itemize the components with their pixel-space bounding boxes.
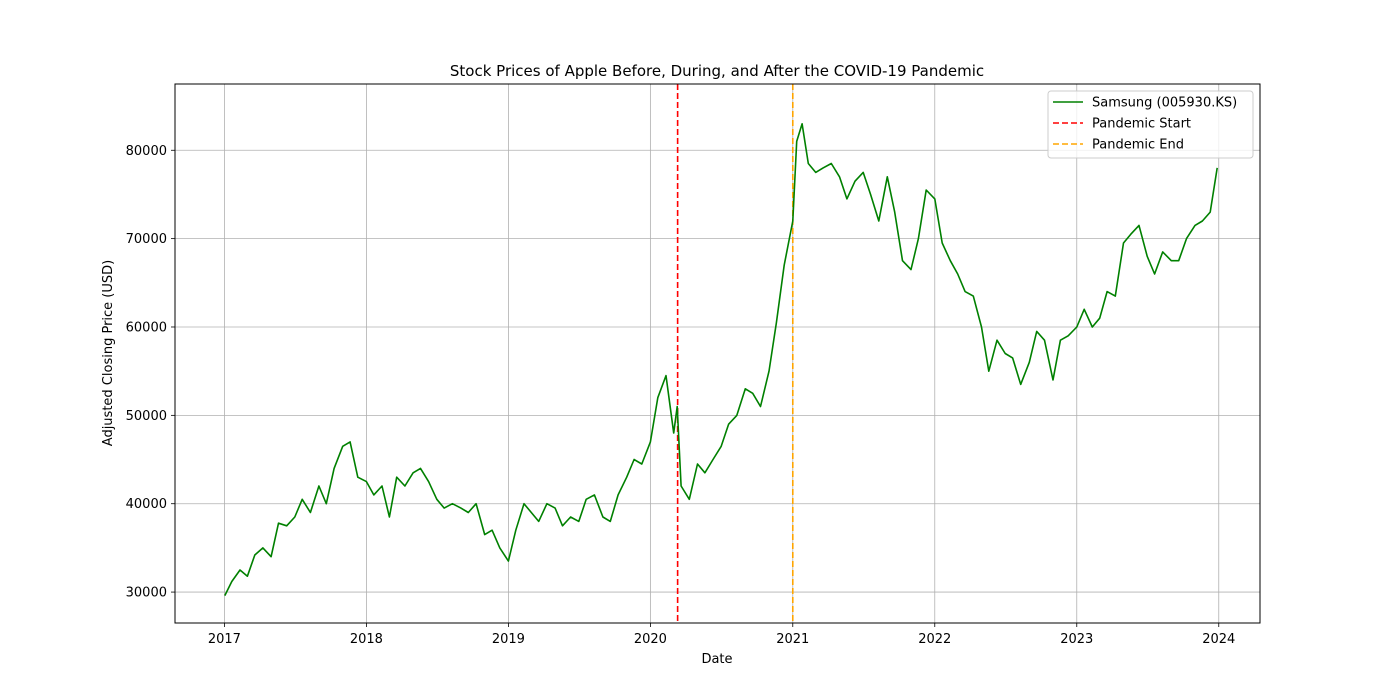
x-tick-label: 2017 bbox=[208, 632, 241, 647]
x-tick-label: 2024 bbox=[1202, 632, 1235, 647]
x-axis-label: Date bbox=[701, 652, 732, 667]
y-tick-label: 30000 bbox=[126, 586, 167, 601]
x-tick-label: 2023 bbox=[1060, 632, 1093, 647]
x-tick-label: 2019 bbox=[492, 632, 525, 647]
y-tick-label: 70000 bbox=[126, 232, 167, 247]
legend-box bbox=[1047, 90, 1254, 159]
y-tick-label: 60000 bbox=[126, 320, 167, 335]
x-tick-label: 2021 bbox=[776, 632, 809, 647]
x-axis: 2017 2018 2019 2020 2021 2022 2023 2024 bbox=[208, 623, 1235, 647]
x-tick-label: 2022 bbox=[918, 632, 951, 647]
y-axis-label: Adjusted Closing Price (USD) bbox=[101, 260, 116, 446]
y-tick-label: 50000 bbox=[126, 409, 167, 424]
x-tick-label: 2018 bbox=[350, 632, 383, 647]
legend: Samsung (005930.KS) Pandemic Start Pandemi… bbox=[1047, 90, 1254, 159]
legend-item-series: Samsung (005930.KS) bbox=[1053, 96, 1237, 111]
y-tick-label: 40000 bbox=[126, 497, 167, 512]
legend-item-pandemic-start: Pandemic Start bbox=[1053, 117, 1191, 132]
y-tick-label: 80000 bbox=[126, 144, 167, 159]
legend-item-pandemic-end: Pandemic End bbox=[1053, 138, 1184, 153]
legend-label: Pandemic End bbox=[1092, 138, 1184, 153]
legend-label: Samsung (005930.KS) bbox=[1092, 96, 1237, 111]
grid bbox=[175, 84, 1260, 623]
series-line bbox=[224, 123, 1218, 596]
legend-label: Pandemic Start bbox=[1092, 117, 1191, 132]
series-lines bbox=[224, 123, 1218, 596]
chart-title: Stock Prices of Apple Before, During, an… bbox=[450, 62, 984, 80]
x-tick-label: 2020 bbox=[634, 632, 667, 647]
y-axis: 30000 40000 50000 60000 70000 80000 bbox=[126, 144, 175, 601]
plot-frame bbox=[174, 83, 1261, 624]
